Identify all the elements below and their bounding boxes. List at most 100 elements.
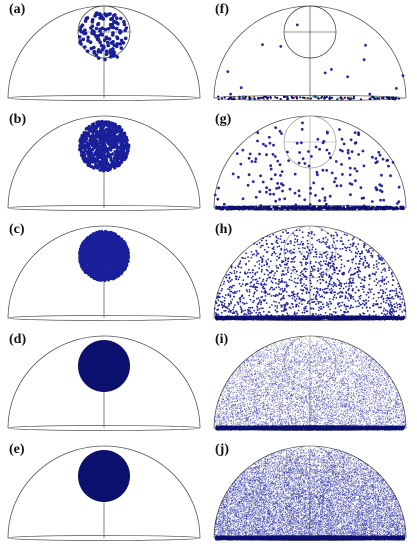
particle	[240, 266, 243, 269]
particle	[283, 249, 286, 251]
particle	[96, 240, 99, 244]
particle	[330, 171, 334, 175]
particle	[318, 301, 321, 303]
particle	[89, 234, 93, 237]
particle	[122, 252, 125, 255]
particle	[94, 248, 97, 252]
floor-particle	[217, 98, 220, 101]
particle	[363, 242, 366, 245]
particle	[122, 151, 126, 155]
particle	[96, 166, 100, 169]
particle	[100, 32, 104, 37]
particle	[317, 302, 320, 305]
particle	[309, 192, 312, 195]
floor-particle	[328, 97, 331, 100]
floor-particle	[238, 97, 241, 100]
particle	[254, 265, 256, 267]
particle	[309, 186, 312, 190]
particle	[123, 36, 128, 41]
particle	[115, 148, 119, 152]
floor-particle	[286, 97, 290, 100]
floor-particle	[245, 207, 248, 210]
particle	[320, 271, 323, 274]
particle	[230, 272, 233, 275]
particle	[278, 280, 280, 283]
particle	[110, 16, 114, 21]
particle	[79, 25, 83, 29]
particle	[103, 146, 106, 150]
particle	[276, 159, 280, 163]
particle	[364, 257, 366, 260]
particle	[280, 132, 283, 135]
particle	[235, 275, 238, 278]
particle	[124, 26, 129, 30]
particle	[255, 249, 257, 252]
particle	[293, 295, 296, 298]
particle	[255, 311, 258, 314]
particle	[122, 255, 126, 259]
particle	[309, 262, 312, 265]
particle	[315, 287, 318, 290]
floor-particle	[257, 97, 260, 100]
particle	[367, 296, 370, 299]
particle	[98, 250, 101, 254]
floor-particle	[371, 95, 374, 99]
floor-particle	[262, 206, 265, 209]
particle	[94, 150, 98, 153]
particle	[358, 263, 361, 265]
floor-particle	[356, 205, 359, 208]
particle	[228, 288, 231, 291]
particle	[353, 167, 357, 170]
particle	[97, 247, 100, 251]
floor-particle	[268, 205, 271, 208]
particle	[310, 270, 312, 273]
particle	[314, 194, 317, 197]
particle	[374, 161, 378, 165]
particle	[260, 307, 263, 310]
floor-particle	[228, 96, 231, 99]
sphere-particles	[77, 11, 129, 62]
floor-particle	[304, 207, 307, 210]
floor-particle	[225, 208, 228, 211]
particle	[102, 45, 106, 50]
particle	[312, 181, 316, 185]
particle	[357, 276, 360, 278]
particle	[105, 238, 108, 241]
floor-particle	[247, 207, 250, 210]
particle	[349, 267, 352, 270]
floor-particle	[261, 96, 265, 99]
particle	[362, 58, 366, 62]
floor-particle	[284, 206, 287, 209]
particle	[362, 164, 366, 168]
particle	[304, 275, 306, 278]
particle	[357, 250, 360, 253]
particle	[101, 132, 105, 136]
floor-particle	[227, 206, 230, 209]
particle	[104, 13, 109, 18]
particle	[383, 283, 386, 285]
particle	[342, 142, 346, 146]
particle	[85, 265, 88, 269]
particle	[326, 130, 329, 134]
particle	[272, 143, 275, 147]
floor-particle	[280, 205, 283, 208]
particle	[125, 150, 129, 154]
particle	[102, 255, 106, 258]
particle	[233, 284, 235, 287]
particle	[102, 150, 106, 154]
particle	[112, 19, 116, 24]
particle	[116, 139, 119, 143]
floor-particle	[331, 96, 334, 99]
particle	[331, 260, 334, 263]
particle	[220, 311, 223, 314]
floor-particle	[297, 205, 300, 208]
floor-particle	[291, 96, 294, 100]
particle	[96, 56, 101, 60]
particle	[121, 258, 124, 261]
particle	[315, 170, 319, 174]
particle	[310, 272, 312, 275]
particle	[291, 297, 294, 300]
particle	[88, 40, 93, 44]
particle	[328, 280, 331, 283]
particle	[349, 280, 351, 283]
